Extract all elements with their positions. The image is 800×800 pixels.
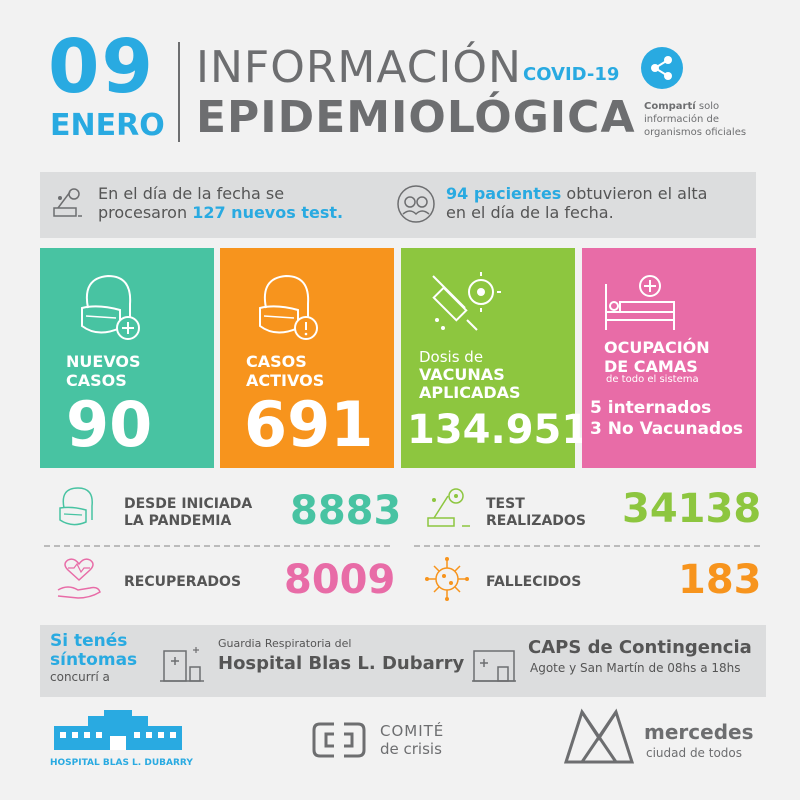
- activos-value: 691: [244, 388, 374, 461]
- comite-text1: COMITÉ: [380, 722, 445, 740]
- hospital-logo: [54, 710, 182, 750]
- caps-big: CAPS de Contingencia: [528, 637, 752, 658]
- fallecidos-value: 183: [678, 557, 762, 603]
- camas-label2: DE CAMAS: [604, 357, 698, 376]
- recuperados-label: RECUPERADOS: [124, 574, 242, 590]
- vaccine-icon: [432, 272, 501, 331]
- vacunas-label1: Dosis de: [419, 348, 484, 366]
- share-icon: [651, 56, 672, 80]
- pandemia-label2: LA PANDEMIA: [124, 513, 232, 529]
- share-note-line2: información de: [644, 114, 719, 125]
- mercedes-text2: ciudad de todos: [646, 746, 743, 760]
- patients-icon: [397, 185, 435, 223]
- share-button[interactable]: [641, 47, 683, 89]
- contact-bar: Si tenés síntomas concurrí a Guardia Res…: [40, 625, 766, 697]
- info-right-rest: obtuvieron el alta: [561, 184, 708, 203]
- activos-label2: ACTIVOS: [246, 371, 325, 390]
- building-icon: [472, 650, 516, 682]
- info-right-highlight: 94 pacientes: [446, 184, 562, 203]
- recuperados-value: 8009: [284, 557, 396, 603]
- building-icon: [160, 647, 204, 682]
- activos-label1: CASOS: [246, 352, 307, 371]
- covid-tag: COVID-19: [523, 64, 620, 85]
- date-day: 09: [48, 24, 155, 110]
- info-left-prefix: procesaron: [98, 203, 193, 222]
- mask-warning-icon: [259, 274, 318, 340]
- divider-right: [414, 545, 760, 547]
- mask-person-icon: [81, 274, 140, 340]
- share-note-bold: Compartí: [644, 101, 696, 112]
- date-month: ENERO: [50, 108, 165, 143]
- casos-activos-card: CASOS ACTIVOS 691: [220, 248, 394, 468]
- camas-label1: OCUPACIÓN: [604, 338, 710, 357]
- camas-line2: 3 No Vacunados: [590, 419, 743, 439]
- mercedes-text1: mercedes: [644, 720, 754, 744]
- heart-hand-icon: [57, 558, 101, 599]
- contact-line3: concurrí a: [50, 670, 110, 684]
- mask-person-icon: [59, 487, 93, 526]
- vacunas-label2: VACUNAS: [419, 365, 505, 384]
- hospital-small: Guardia Respiratoria del: [218, 637, 352, 650]
- caps-small: Agote y San Martín de 08hs a 18hs: [530, 661, 741, 675]
- title-line1: INFORMACIÓN: [196, 42, 522, 93]
- header-divider: [178, 42, 180, 142]
- virus-icon: [425, 557, 469, 601]
- hospital-big: Hospital Blas L. Dubarry: [218, 653, 465, 674]
- nuevos-label1: NUEVOS: [66, 352, 141, 371]
- camas-sub: de todo el sistema: [606, 374, 699, 385]
- camas-line1: 5 internados: [590, 398, 712, 418]
- divider-left: [44, 545, 390, 547]
- nuevos-casos-card: NUEVOS CASOS 90: [40, 248, 214, 468]
- test-label1: TEST: [486, 496, 525, 512]
- hospital-logo-text: HOSPITAL BLAS L. DUBARRY: [50, 758, 193, 768]
- vacunas-value: 134.951: [407, 407, 590, 453]
- nuevos-value: 90: [66, 388, 153, 461]
- share-note-rest: solo: [695, 101, 720, 112]
- share-note-line3: organismos oficiales: [644, 127, 747, 138]
- contact-line1: Si tenés: [50, 631, 128, 651]
- share-note: Compartí solo información de organismos …: [644, 100, 774, 139]
- virus-test-icon: [427, 488, 470, 527]
- ocupacion-camas-card: OCUPACIÓN DE CAMAS de todo el sistema 5 …: [582, 248, 756, 468]
- pandemia-value: 8883: [290, 488, 402, 534]
- virus-test-icon: [53, 188, 82, 217]
- vacunas-label3: APLICADAS: [419, 383, 521, 402]
- hospital-bed-icon: [605, 275, 675, 330]
- fallecidos-label: FALLECIDOS: [486, 574, 582, 590]
- test-label2: REALIZADOS: [486, 513, 586, 529]
- info-left-highlight: 127 nuevos test.: [192, 203, 344, 222]
- info-right-line2: en el día de la fecha.: [446, 203, 614, 222]
- test-value: 34138: [622, 486, 762, 532]
- comite-text2: de crisis: [380, 740, 442, 758]
- info-bar: En el día de la fecha se procesaron 127 …: [40, 172, 756, 238]
- info-left-line1: En el día de la fecha se: [98, 184, 285, 203]
- title-line2: EPIDEMIOLÓGICA: [196, 92, 636, 143]
- pandemia-label1: DESDE INICIADA: [124, 496, 253, 512]
- comite-logo-icon: [312, 722, 366, 758]
- mercedes-logo-icon: [563, 708, 635, 764]
- nuevos-label2: CASOS: [66, 371, 127, 390]
- contact-line2: síntomas: [50, 650, 138, 670]
- vacunas-card: Dosis de VACUNAS APLICADAS 134.951: [401, 248, 589, 468]
